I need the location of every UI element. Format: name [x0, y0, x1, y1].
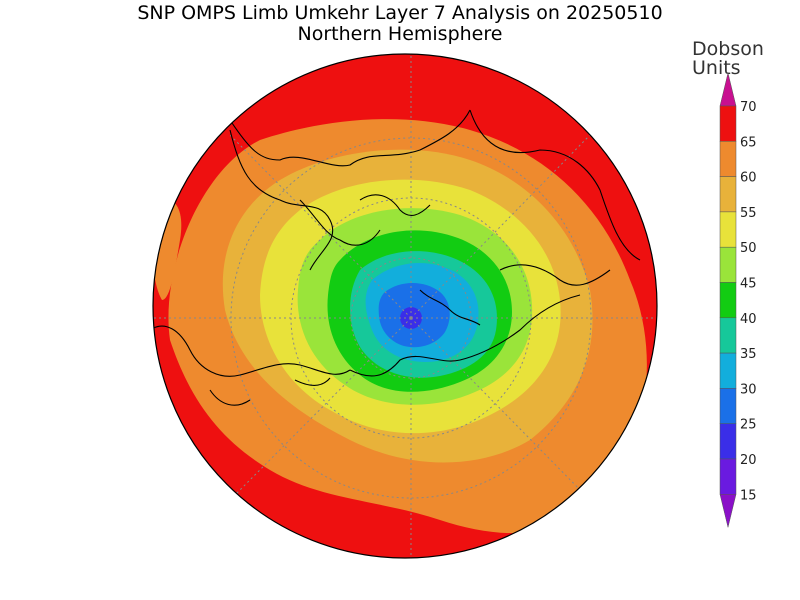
units-label-line2: Units — [692, 57, 741, 79]
units-label-line1: Dobson — [692, 38, 764, 60]
colorbar-tick-label: 65 — [740, 135, 757, 150]
colorbar-segment — [719, 211, 737, 248]
colorbar-tick-label: 60 — [740, 171, 757, 186]
map-subtitle: Northern Hemisphere — [297, 23, 503, 45]
colorbar-segment — [719, 141, 737, 177]
colorbar-tick-label: 15 — [740, 488, 757, 503]
colorbar-segment — [719, 282, 737, 319]
colorbar-segment — [719, 105, 737, 142]
colorbar-tick-label: 25 — [740, 418, 757, 433]
colorbar-segment — [719, 246, 737, 283]
colorbar-segment — [719, 388, 737, 424]
ozone-field — [153, 54, 657, 558]
graticule — [153, 54, 657, 558]
colorbar-segment — [719, 423, 737, 460]
colorbar-top-triangle — [719, 72, 737, 107]
map-title: SNP OMPS Limb Umkehr Layer 7 Analysis on… — [137, 2, 663, 24]
colorbar: 70 65 60 55 50 45 40 35 30 25 20 15 — [719, 72, 757, 528]
colorbar-tick-label: 55 — [740, 206, 757, 221]
colorbar-tick-label: 40 — [740, 312, 757, 327]
coastlines — [153, 109, 641, 406]
colorbar-segment — [719, 458, 737, 495]
globe-outline — [152, 53, 658, 559]
colorbar-segment — [719, 317, 737, 354]
colorbar-tick-label: 30 — [740, 382, 757, 397]
colorbar-tick-label: 35 — [740, 347, 757, 362]
colorbar-tick-label: 45 — [740, 277, 757, 292]
colorbar-segment — [719, 352, 737, 389]
colorbar-tick-label: 70 — [740, 100, 757, 115]
units-label: Dobson Units — [692, 40, 764, 78]
colorbar-segment — [719, 176, 737, 213]
colorbar-tick-label: 20 — [740, 453, 757, 468]
colorbar-bottom-triangle — [719, 494, 737, 528]
colorbar-tick-label: 50 — [740, 241, 757, 256]
